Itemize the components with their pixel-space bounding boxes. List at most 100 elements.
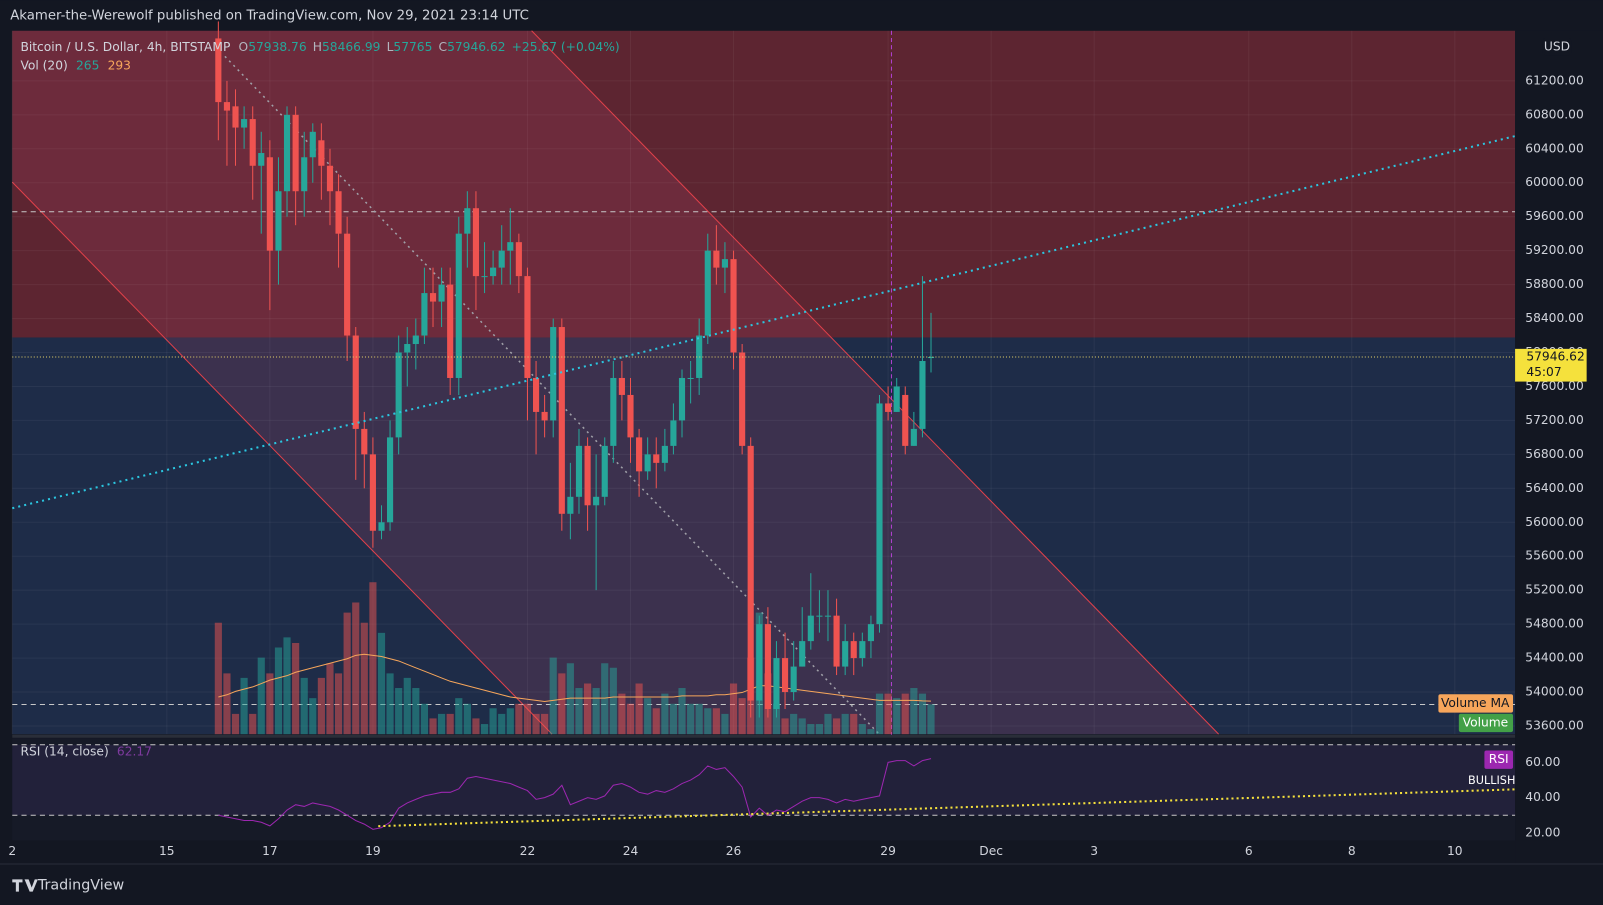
x-tick-label: Dec [979,844,1003,858]
volume-bar [601,663,609,735]
candle-body [721,259,728,268]
volume-bar [326,663,334,735]
volume-bar [240,677,248,735]
candle-body [636,437,643,472]
candle-body [893,386,900,412]
candle-body [455,233,462,378]
candle-body [747,445,754,701]
candle-body [790,666,797,693]
volume-bar [377,632,386,735]
volume-bar [498,713,506,735]
candle-body [781,658,789,693]
volume-bar [669,703,677,735]
volume-bar [798,718,806,735]
tag [1438,694,1514,713]
volume-bar [575,688,583,735]
candle-body [876,403,883,625]
volume-bar [893,698,901,735]
volume-bar [257,657,265,735]
x-tick-label: 15 [159,844,175,858]
candle-body [567,496,574,514]
volume-bar [249,713,257,735]
candle-body [807,615,814,642]
candle-body [919,360,926,429]
volume-bar [420,703,428,735]
volume-bar [875,693,884,735]
y-tick-label: 56800.00 [1525,447,1583,461]
y-tick-label: 60400.00 [1525,141,1583,155]
rsi-band [12,744,1516,816]
volume-bar [515,703,523,735]
brand: TradingView [37,877,125,893]
candle-body [481,276,488,278]
candle-body [352,335,359,429]
candle-body [361,428,368,455]
volume-bar [412,688,420,735]
x-tick-label: 29 [880,844,896,858]
candle-body [369,454,376,531]
legend: Bitcoin / U.S. Dollar, 4h, BITSTAMP O5793… [20,40,619,54]
candle-body [816,615,823,617]
candle-body [429,293,437,302]
volume-bar [480,724,489,735]
volume-bar [609,667,617,735]
candle-body [283,114,291,192]
candle-body [687,377,694,379]
volume-bar [472,718,480,735]
channel-top [531,30,1219,735]
candle-body [575,445,583,497]
volume-bar [446,713,454,735]
rsi-pane [12,738,1516,841]
volume-bar [300,677,308,735]
y-tick-label: 56000.00 [1525,515,1583,529]
candle-body [515,242,522,277]
volume-bar [541,713,549,735]
symbol: Bitcoin / U.S. Dollar, 4h, BITSTAMP [20,40,230,54]
x-tick-label: 17 [262,844,278,858]
candle-body [292,114,299,192]
low: 57765 [393,40,432,54]
candle-body [550,327,557,421]
candle-body [799,641,806,667]
volume-bar [369,582,377,735]
candles [215,21,935,718]
candle-body [902,394,909,446]
volume-bar [292,642,300,735]
countdown: 45:07 [1526,365,1561,379]
ohlc-key: C [439,40,448,54]
volume-bar [678,688,686,735]
volume-bar [901,693,909,735]
volume-bar [395,688,403,735]
volume-bar [729,683,738,735]
candle-body [696,335,703,378]
currency-box [1542,37,1572,56]
volume-bar [558,673,566,735]
volume-bar [781,718,789,735]
vol-legend: Vol (20) 265 293 [20,58,131,72]
rsi-tick-label: 60.00 [1525,755,1560,769]
volume-bar [223,673,231,735]
candle-body [867,624,875,642]
candle-body [301,157,308,192]
volume-bar [489,708,497,735]
candle-body [386,437,394,523]
candle-body [507,242,514,251]
tag [1458,713,1514,733]
volume-bar [858,724,866,735]
ohlc-key: H [313,40,322,54]
y-tick-label: 53600.00 [1525,719,1583,733]
annotation: BULLISH [1468,774,1515,787]
x-tick-label: 22 [520,844,536,858]
candle-body [910,428,917,446]
candle-body [318,140,325,166]
candle-body [275,191,282,251]
volume-bar [695,703,703,735]
rsi [12,744,1516,830]
candle-body [678,377,686,421]
volume-bar [437,713,446,735]
x-tick-label: 3 [1090,844,1098,858]
volume-bar [455,698,463,735]
candle-body [824,615,832,617]
volume-bar [566,663,574,735]
